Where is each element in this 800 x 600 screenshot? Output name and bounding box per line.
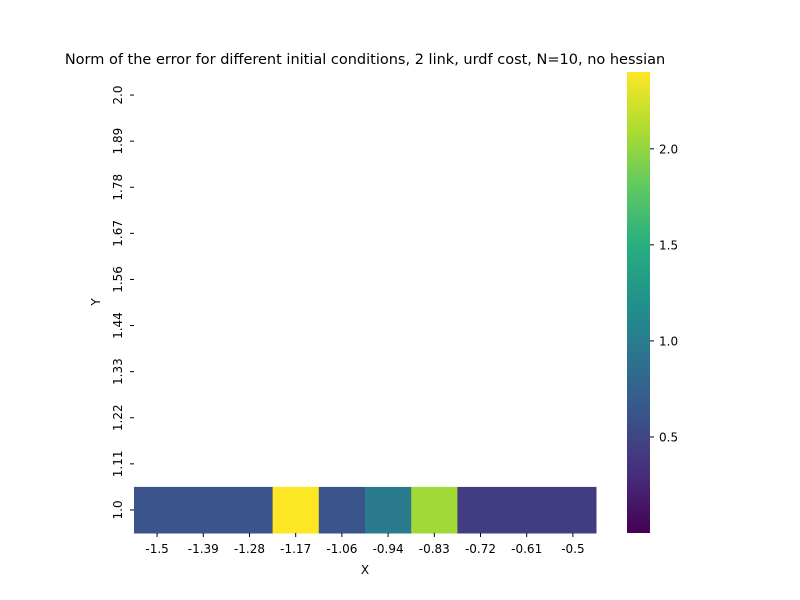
heatmap-cells xyxy=(134,486,597,534)
x-tick-label: -0.94 xyxy=(373,542,404,556)
heatmap-cell xyxy=(365,486,412,534)
colorbar-ticks: 0.5 1.0 1.5 2.0 xyxy=(650,142,678,444)
x-tick-label: -1.39 xyxy=(188,542,219,556)
colorbar xyxy=(627,72,650,533)
x-tick-label: -1.06 xyxy=(326,542,357,556)
heatmap-cell xyxy=(318,486,366,534)
heatmap-cell xyxy=(411,486,458,534)
colorbar-tick-label: 2.0 xyxy=(659,142,678,156)
y-tick-label: 1.22 xyxy=(111,404,125,431)
x-tick-label: -1.17 xyxy=(280,542,311,556)
heatmap-cell xyxy=(134,486,181,534)
y-tick-label: 1.78 xyxy=(111,174,125,201)
y-tick-label: 2.0 xyxy=(111,86,125,105)
colorbar-tick-label: 1.0 xyxy=(659,334,678,348)
y-tick-label: 1.56 xyxy=(111,266,125,293)
heatmap-cell xyxy=(226,486,274,534)
x-tick-label: -1.28 xyxy=(234,542,265,556)
colorbar-tick-label: 1.5 xyxy=(659,238,678,252)
heatmap-cell xyxy=(503,486,551,534)
y-axis-ticks: 2.0 1.89 1.78 1.67 1.56 1.44 1.33 1.22 1.11 1.0 xyxy=(111,86,134,519)
y-tick-label: 1.67 xyxy=(111,220,125,247)
y-axis-label: Y xyxy=(89,298,103,307)
chart-title: Norm of the error for different initial … xyxy=(65,52,665,68)
heatmap-cell xyxy=(457,486,505,534)
y-tick-label: 1.33 xyxy=(111,358,125,385)
x-axis-ticks: -1.5 -1.39 -1.28 -1.17 -1.06 -0.94 -0.83 -0.72 -… xyxy=(145,533,585,556)
x-tick-label: -0.83 xyxy=(419,542,450,556)
x-tick-label: -0.5 xyxy=(561,542,584,556)
heatmap-cell xyxy=(549,486,597,534)
y-tick-label: 1.0 xyxy=(111,500,125,519)
x-tick-label: -1.5 xyxy=(145,542,168,556)
y-tick-label: 1.11 xyxy=(111,450,125,477)
x-tick-label: -0.61 xyxy=(511,542,542,556)
y-tick-label: 1.89 xyxy=(111,128,125,155)
heatmap-cell xyxy=(272,486,320,534)
colorbar-tick-label: 0.5 xyxy=(659,430,678,444)
heatmap-cell xyxy=(180,486,227,534)
x-tick-label: -0.72 xyxy=(465,542,496,556)
x-axis-label: X xyxy=(361,563,369,577)
y-tick-label: 1.44 xyxy=(111,312,125,339)
